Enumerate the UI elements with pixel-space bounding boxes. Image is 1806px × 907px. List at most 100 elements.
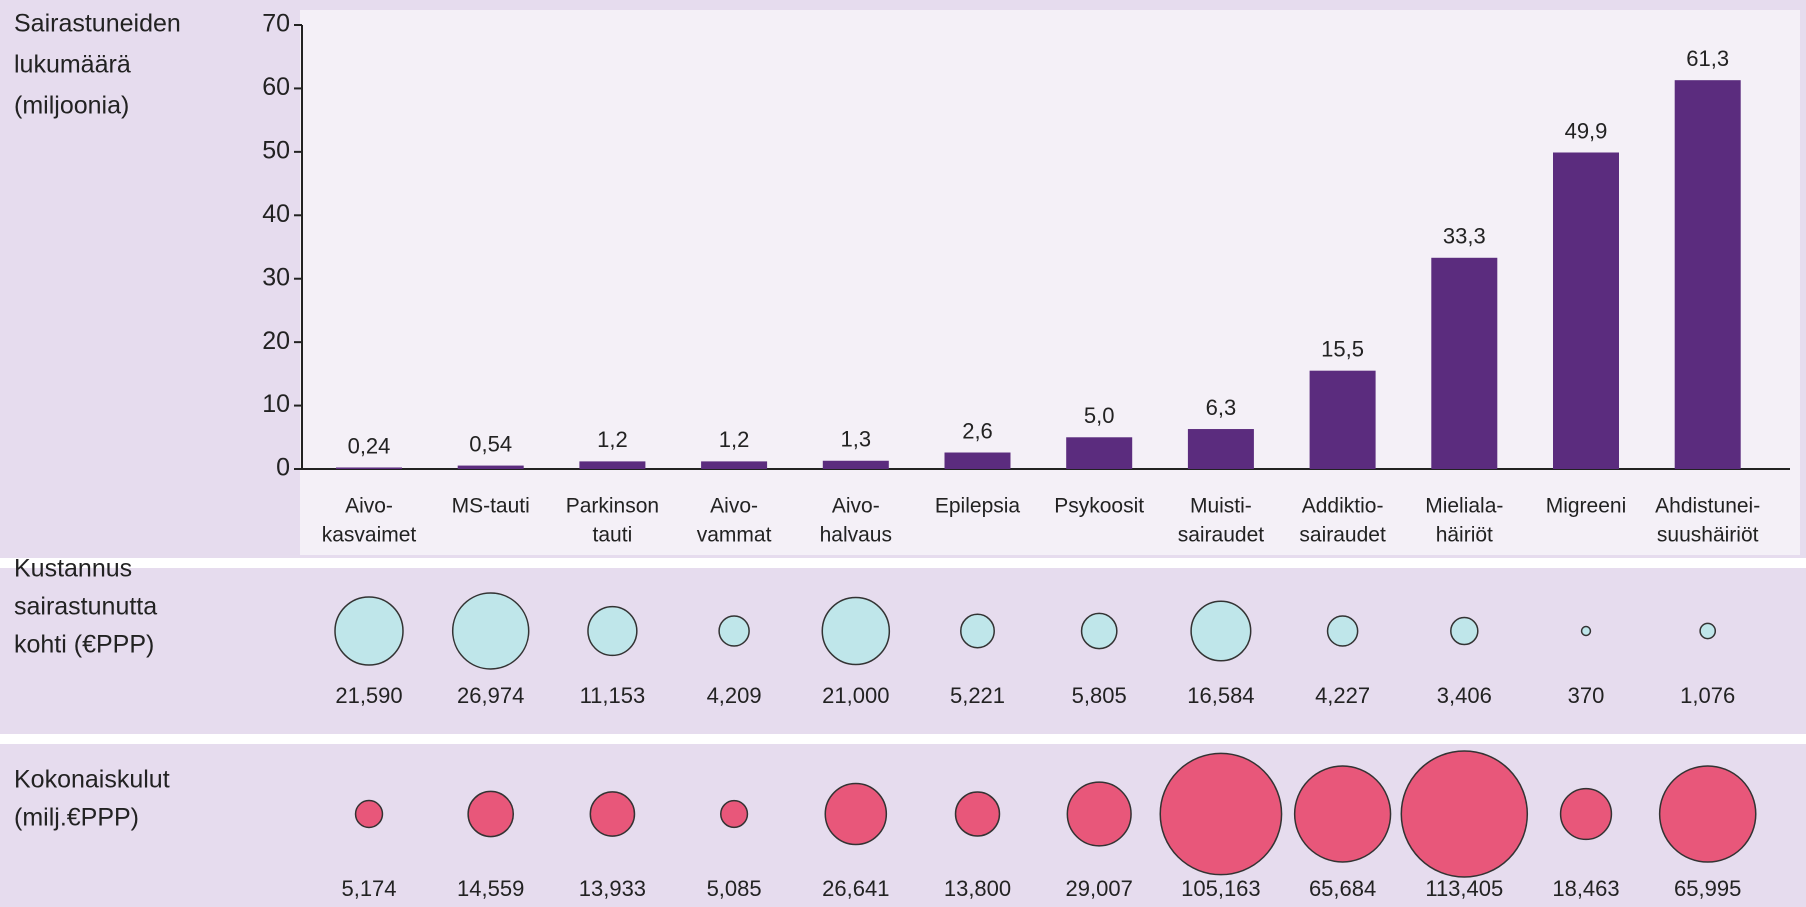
value-label: 5,174 (341, 876, 396, 901)
value-label: 5,221 (950, 683, 1005, 708)
plot-background (300, 10, 1800, 555)
value-label: 21,590 (335, 683, 402, 708)
bubble (1450, 616, 1479, 646)
bubble (1580, 625, 1592, 637)
x-tick-label: MS-tauti (452, 495, 530, 518)
value-label: 1,2 (597, 427, 628, 452)
bubble (821, 596, 891, 666)
value-label: 21,000 (822, 683, 889, 708)
x-tick-label: sairaudet (1299, 524, 1386, 547)
value-label: 370 (1568, 683, 1605, 708)
y-tick-label: 70 (262, 10, 290, 38)
bubble (1658, 765, 1757, 863)
separator (0, 734, 1806, 744)
bubble (1159, 752, 1283, 876)
y-axis-label: (miljoonia) (14, 92, 129, 120)
y-tick-label: 30 (262, 263, 290, 291)
row-label: Kustannus (14, 555, 132, 583)
bar (1553, 152, 1619, 469)
value-label: 18,463 (1552, 876, 1619, 901)
y-tick-label: 0 (276, 454, 290, 482)
x-tick-label: sairaudet (1178, 524, 1265, 547)
row-label: kohti (€PPP) (14, 631, 154, 659)
bubble (824, 782, 888, 846)
value-label: 3,406 (1437, 683, 1492, 708)
y-tick-label: 50 (262, 136, 290, 164)
bar (1187, 429, 1254, 469)
value-label: 29,007 (1066, 876, 1133, 901)
x-tick-label: Addiktio- (1302, 495, 1384, 518)
row-label: Kokonaiskulut (14, 766, 170, 794)
value-label: 65,684 (1309, 876, 1376, 901)
bubble (718, 615, 750, 647)
bubble (1326, 615, 1359, 647)
value-label: 0,54 (469, 431, 512, 456)
y-tick-label: 60 (262, 73, 290, 101)
bar (701, 461, 768, 469)
bubble (587, 605, 638, 657)
y-tick-label: 10 (262, 390, 290, 418)
value-label: 13,800 (944, 876, 1011, 901)
x-tick-label: vammat (697, 524, 772, 547)
bubble (451, 592, 530, 670)
row-label: (milj.€PPP) (14, 804, 139, 832)
bar (579, 461, 646, 469)
value-label: 14,559 (457, 876, 524, 901)
bubble (1699, 622, 1717, 640)
x-tick-label: Ahdistunei- (1655, 495, 1760, 518)
bar (1431, 257, 1498, 469)
x-tick-label: Psykoosit (1054, 495, 1144, 518)
value-label: 26,641 (822, 876, 889, 901)
x-tick-label: häiriöt (1436, 524, 1493, 547)
x-tick-label: Parkinson (566, 495, 659, 518)
bar (822, 460, 889, 469)
bubble (334, 596, 404, 666)
value-label: 26,974 (457, 683, 524, 708)
y-axis-label: Sairastuneiden (14, 10, 181, 38)
bubble (954, 791, 1001, 837)
x-tick-label: Epilepsia (935, 495, 1021, 518)
row-label: sairastunutta (14, 593, 157, 621)
x-tick-label: Muisti- (1190, 495, 1252, 518)
value-label: 0,24 (348, 433, 391, 458)
bubble (1190, 600, 1252, 662)
x-tick-label: suushäiriöt (1657, 524, 1759, 547)
x-tick-label: Mieliala- (1425, 495, 1503, 518)
value-label: 33,3 (1443, 224, 1486, 249)
bubble (1066, 781, 1132, 847)
bubble (1559, 787, 1613, 841)
value-label: 113,405 (1425, 876, 1503, 901)
value-label: 1,2 (719, 427, 750, 452)
separator (0, 558, 1806, 568)
x-tick-label: Aivo- (710, 495, 758, 518)
value-label: 1,076 (1680, 683, 1735, 708)
y-axis-label: lukumäärä (14, 51, 131, 79)
x-tick-label: Aivo- (345, 495, 393, 518)
bubble (1080, 612, 1118, 650)
y-tick-label: 40 (262, 200, 290, 228)
bar (1674, 80, 1741, 469)
bar (336, 467, 402, 469)
bar (944, 452, 1011, 469)
value-label: 65,995 (1674, 876, 1741, 901)
value-label: 61,3 (1686, 46, 1729, 71)
bubble (589, 791, 636, 837)
bubble (354, 799, 384, 829)
bubble (1400, 750, 1529, 878)
bubble (720, 799, 749, 829)
value-label: 105,163 (1181, 876, 1261, 901)
bar (1066, 437, 1133, 469)
bubble (1293, 765, 1392, 863)
value-label: 1,3 (841, 427, 872, 452)
x-tick-label: Aivo- (832, 495, 880, 518)
value-label: 15,5 (1321, 336, 1364, 361)
value-label: 5,0 (1084, 403, 1115, 428)
x-tick-label: tauti (593, 524, 633, 547)
x-tick-label: Migreeni (1546, 495, 1627, 518)
value-label: 13,933 (579, 876, 646, 901)
y-tick-label: 20 (262, 327, 290, 355)
value-label: 5,085 (707, 876, 762, 901)
value-label: 4,227 (1315, 683, 1370, 708)
x-tick-label: halvaus (820, 524, 892, 547)
